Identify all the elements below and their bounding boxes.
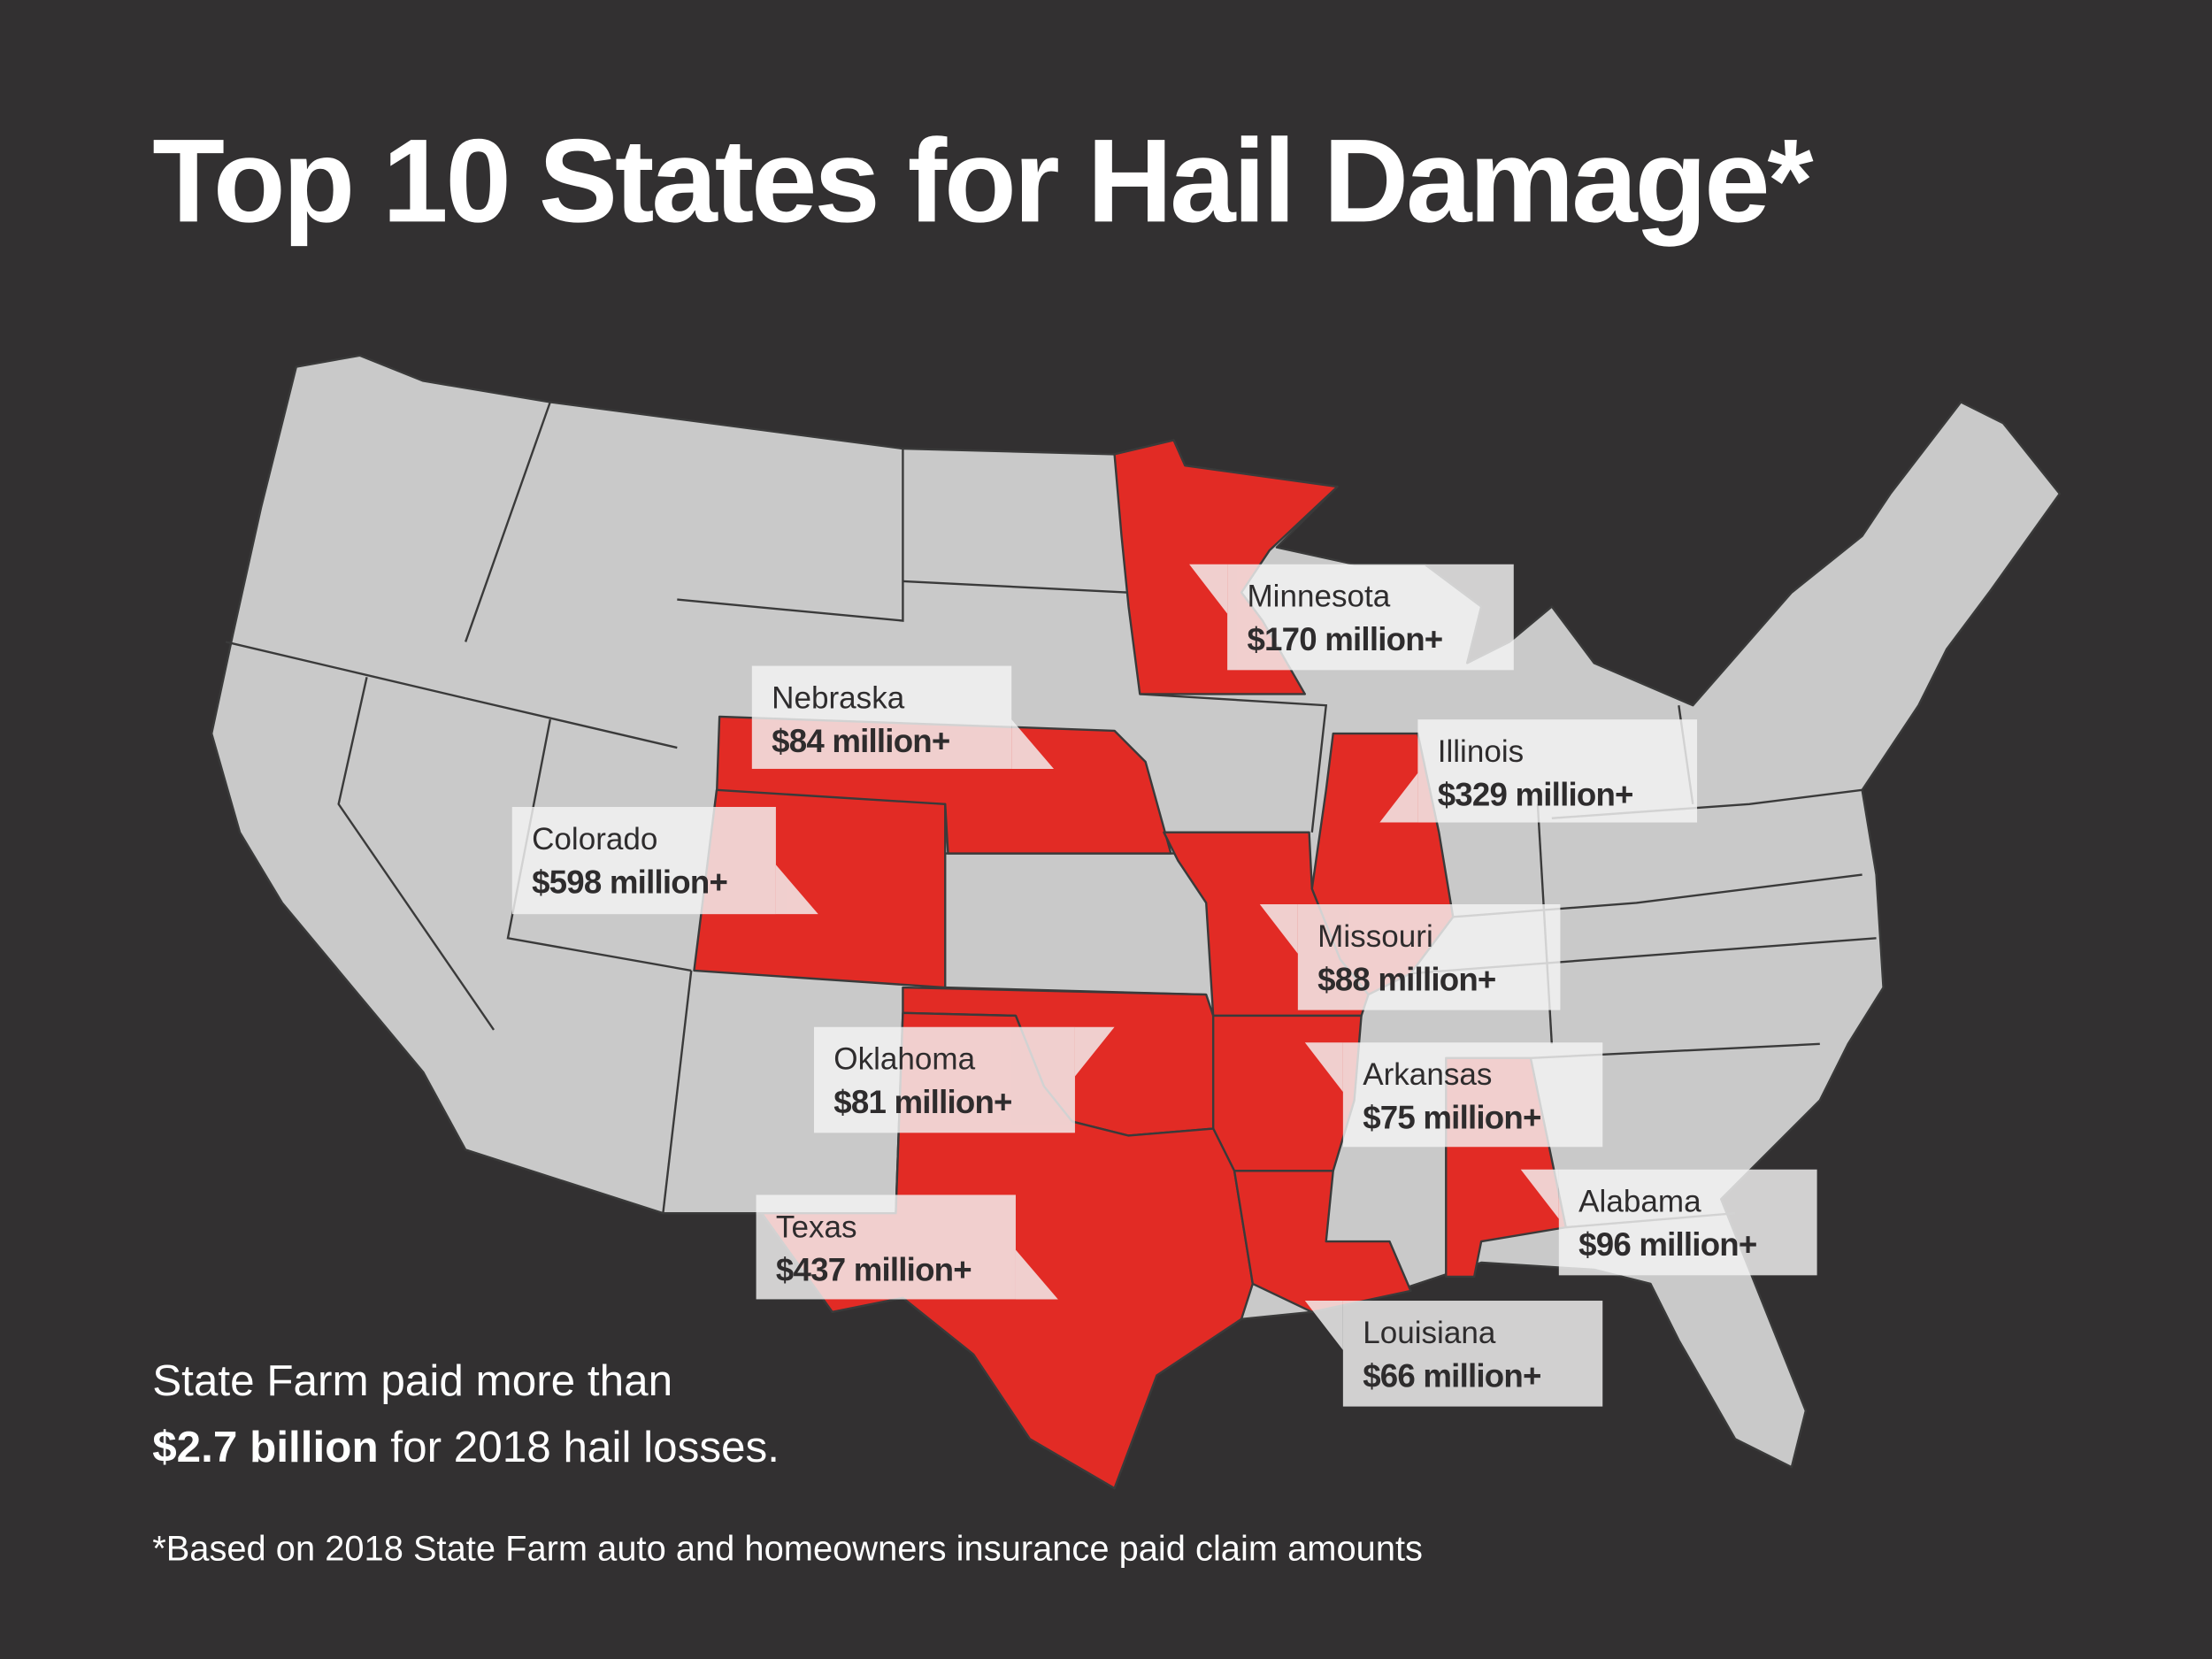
label-box [813,1026,1115,1133]
state-label-colorado: Colorado $598 million+ [532,817,728,904]
label-box [1304,1042,1603,1148]
state-label-oklahoma: Oklahoma $81 million+ [833,1037,1012,1125]
damage-amount: $84 million+ [772,722,950,759]
footnote: *Based on 2018 State Farm auto and homeo… [152,1529,1424,1569]
state-label-illinois: Illinois $329 million+ [1437,729,1634,817]
label-box [1379,719,1698,823]
state-label-minnesota: Minnesota $170 million+ [1247,574,1443,662]
state-name: Texas [775,1209,857,1245]
damage-amount: $329 million+ [1437,775,1634,813]
damage-amount: $75 million+ [1363,1099,1541,1136]
damage-amount: $598 million+ [532,863,728,901]
state-border [465,697,678,749]
state-border [902,580,1129,594]
summary-text: State Farm paid more than $2.7 billion f… [152,1348,780,1480]
damage-amount: $437 million+ [775,1251,972,1288]
state-border [677,449,904,622]
label-box [1520,1169,1817,1276]
damage-amount: $66 million+ [1363,1356,1541,1394]
state-border [662,970,693,1214]
label-box [511,806,818,915]
state-name: Louisiana [1363,1314,1496,1350]
state-name: Alabama [1578,1183,1701,1219]
state-name: Illinois [1437,733,1525,769]
state-arkansas [1211,1014,1363,1172]
state-label-nebraska: Nebraska $84 million+ [772,676,950,764]
state-label-arkansas: Arkansas $75 million+ [1363,1052,1541,1140]
state-label-alabama: Alabama $96 million+ [1578,1179,1757,1267]
state-border [465,402,551,642]
state-name: Arkansas [1363,1056,1493,1093]
state-border [225,641,466,700]
label-box [751,665,1055,769]
state-border [1140,693,1328,833]
state-border [506,718,692,972]
state-border [337,677,495,1031]
damage-amount: $170 million+ [1247,620,1443,657]
label-box [756,1194,1058,1300]
state-name: Missouri [1317,918,1433,954]
page-title: Top 10 States for Hail Damage* [152,114,1813,248]
state-name: Oklahoma [833,1041,976,1077]
state-label-louisiana: Louisiana $66 million+ [1363,1310,1541,1398]
damage-amount: $81 million+ [833,1083,1012,1120]
summary-rest: for 2018 hail losses. [378,1422,780,1471]
damage-amount: $88 million+ [1317,960,1496,998]
summary-line1: State Farm paid more than [152,1356,673,1406]
state-name: Colorado [532,820,658,856]
damage-amount: $96 million+ [1578,1225,1757,1263]
state-label-texas: Texas $437 million+ [776,1205,972,1293]
state-louisiana [1233,1170,1412,1313]
summary-amount: $2.7 billion [152,1422,379,1471]
label-box [1259,904,1561,1010]
state-name: Nebraska [772,680,905,716]
state-name: Minnesota [1247,578,1391,614]
label-box [1304,1301,1603,1407]
state-label-missouri: Missouri $88 million+ [1317,914,1496,1002]
